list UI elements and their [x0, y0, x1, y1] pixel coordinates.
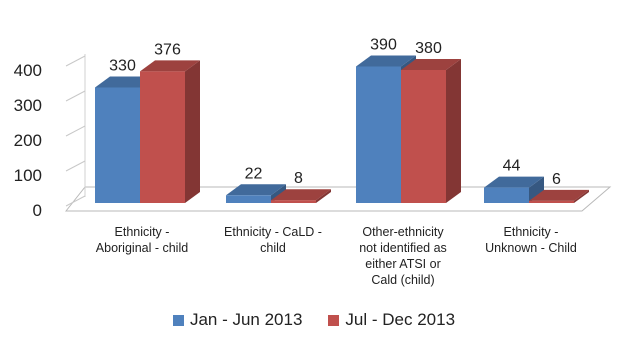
bar-chart: 0 100 200 300 400 330 22 390 44 376 8 380 6 Ethnici… — [14, 37, 612, 287]
bar-front — [529, 200, 574, 203]
bar-front — [271, 200, 316, 203]
x-category-label: Ethnicity -Aboriginal - child — [96, 225, 188, 255]
x-category-label: Ethnicity - CaLD -child — [224, 225, 322, 255]
x-category-label: Other-ethnicity not identified as either A… — [359, 225, 447, 287]
bar-front — [484, 187, 529, 203]
data-label: 380 — [415, 40, 442, 57]
legend-label-series-2: Jul - Dec 2013 — [345, 310, 456, 329]
data-label: 22 — [245, 165, 263, 182]
bar-top — [401, 59, 461, 70]
bar-front — [226, 195, 271, 203]
bar-front — [356, 66, 401, 203]
bars — [95, 55, 589, 204]
data-label: 390 — [370, 37, 397, 54]
bar-front — [95, 87, 140, 203]
legend-swatch-series-1 — [172, 314, 184, 326]
bar-side — [529, 176, 544, 203]
y-tick-label: 0 — [33, 201, 42, 220]
y-tick-mark — [65, 125, 86, 137]
bar-top — [529, 189, 589, 201]
y-axis: 0 100 200 300 400 — [14, 54, 86, 220]
bar-front — [140, 71, 185, 204]
y-tick-label: 200 — [14, 131, 42, 150]
y-tick-label: 300 — [14, 96, 42, 115]
bar — [401, 59, 461, 203]
bar-side — [316, 189, 331, 203]
data-label: 8 — [294, 170, 303, 187]
bar-side — [574, 189, 589, 203]
x-axis-labels: Ethnicity -Aboriginal - child Ethnicity -… — [96, 225, 577, 287]
y-tick-mark — [65, 160, 86, 172]
y-tick-mark — [65, 55, 86, 67]
legend-swatch-series-2 — [328, 314, 340, 326]
bar-front — [401, 70, 446, 203]
bar-top — [356, 55, 416, 67]
y-tick-mark — [65, 90, 86, 102]
bar-top — [226, 184, 286, 196]
bar-top — [140, 60, 200, 72]
data-label: 6 — [552, 171, 561, 188]
data-label: 330 — [109, 58, 136, 75]
y-tick-label: 400 — [14, 61, 42, 80]
chart-floor — [64, 186, 612, 212]
legend: Jan - Jun 2013 Jul - Dec 2013 — [0, 310, 628, 330]
bar-top — [484, 176, 544, 188]
bar — [271, 189, 331, 203]
bar-side — [185, 60, 200, 204]
data-label: 376 — [154, 41, 181, 58]
data-labels: 330 22 390 44 376 8 380 6 — [109, 37, 561, 188]
legend-label-series-1: Jan - Jun 2013 — [189, 310, 303, 329]
bar-side — [446, 59, 461, 203]
bar — [140, 60, 200, 204]
data-label: 44 — [503, 158, 521, 175]
legend-item-series-2: Jul - Dec 2013 — [328, 310, 455, 330]
chart-floor-plane — [64, 186, 612, 212]
y-tick-mark — [65, 195, 86, 207]
bar — [484, 176, 544, 203]
y-tick-label: 100 — [14, 166, 42, 185]
bar-top — [271, 189, 331, 201]
x-category-label: Ethnicity -Unknown - Child — [485, 225, 577, 255]
legend-item-series-1: Jan - Jun 2013 — [172, 310, 303, 330]
bar — [529, 189, 589, 203]
